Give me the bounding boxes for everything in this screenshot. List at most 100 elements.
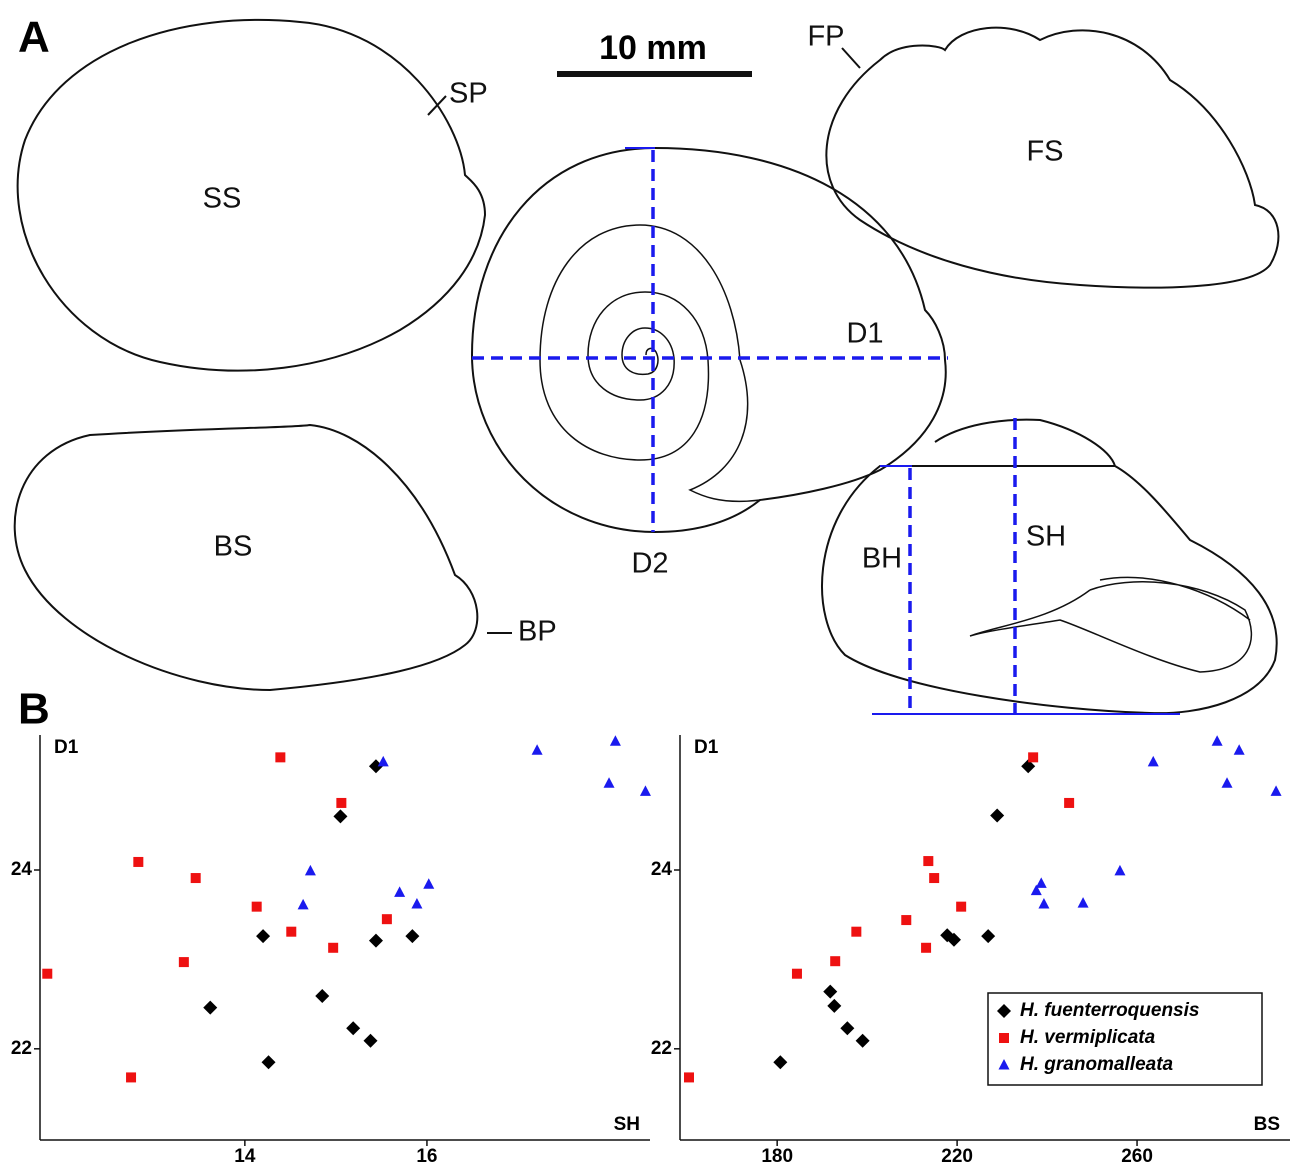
data-point <box>405 929 420 944</box>
data-point <box>1233 744 1245 755</box>
data-point <box>275 752 286 763</box>
shell-outline <box>16 18 487 372</box>
shell-label: BH <box>862 543 902 575</box>
data-point <box>1114 864 1126 876</box>
x-axis-label: SH <box>614 1114 640 1135</box>
data-point <box>368 933 383 948</box>
data-point <box>328 942 339 953</box>
shell-label: BS <box>214 531 253 563</box>
legend-marker <box>999 1033 1009 1043</box>
y-axis-label: D1 <box>54 737 79 758</box>
legend-marker <box>997 1004 1011 1018</box>
data-point <box>1270 785 1282 796</box>
data-point <box>901 915 912 926</box>
x-tick-label: 14 <box>234 1146 256 1166</box>
data-point <box>394 886 406 897</box>
data-point <box>190 873 201 884</box>
shell-label: FS <box>1026 136 1063 168</box>
data-point <box>929 873 940 884</box>
data-point <box>126 1072 137 1083</box>
data-point <box>840 1021 855 1036</box>
data-point <box>603 777 615 788</box>
data-point <box>531 744 543 755</box>
scale-label: 10 mm <box>599 29 707 67</box>
legend-label: H. granomalleata <box>1020 1054 1174 1075</box>
data-point <box>1035 877 1047 888</box>
data-point <box>1211 735 1223 746</box>
data-point <box>639 785 651 796</box>
y-tick-label: 24 <box>651 859 673 880</box>
panel-label: A <box>18 13 50 62</box>
data-point <box>990 808 1005 823</box>
data-point <box>251 901 262 912</box>
data-point <box>827 998 842 1013</box>
data-point <box>791 968 802 979</box>
data-point <box>411 897 423 909</box>
shell-label: D2 <box>631 548 668 580</box>
data-point <box>923 856 934 867</box>
data-point <box>256 929 271 944</box>
data-point <box>981 929 996 944</box>
data-point <box>851 926 862 937</box>
x-tick-label: 16 <box>416 1146 437 1166</box>
data-point <box>1147 755 1159 767</box>
leader-line <box>841 47 861 69</box>
data-point <box>261 1055 276 1070</box>
data-point <box>956 901 967 912</box>
shell-label: SH <box>1026 521 1066 553</box>
shell-outline <box>470 146 947 534</box>
legend-label: H. fuenterroquensis <box>1020 1000 1199 1021</box>
shell-outline <box>825 26 1280 289</box>
data-point <box>377 755 389 767</box>
y-tick-label: 22 <box>651 1038 672 1059</box>
panel-label: B <box>18 685 50 734</box>
data-point <box>423 878 435 889</box>
data-point <box>683 1072 694 1083</box>
leader-line <box>427 95 447 116</box>
y-tick-label: 24 <box>11 859 33 880</box>
data-point <box>1221 777 1233 788</box>
legend-label: H. vermiplicata <box>1020 1027 1156 1048</box>
whorl <box>539 224 761 503</box>
data-point <box>381 914 392 925</box>
shell-label: SS <box>203 183 242 215</box>
legend-box <box>987 992 1263 1086</box>
data-point <box>1021 759 1036 774</box>
shell-outline <box>13 423 479 692</box>
data-point <box>42 968 53 979</box>
x-tick-label: 180 <box>761 1146 793 1166</box>
data-point <box>297 898 309 910</box>
data-point <box>773 1055 788 1070</box>
data-point <box>855 1033 870 1048</box>
data-point <box>336 797 347 808</box>
data-point <box>286 926 297 937</box>
data-point <box>315 989 330 1004</box>
data-point <box>1064 797 1075 808</box>
data-point <box>368 759 383 774</box>
data-point <box>1028 752 1039 763</box>
data-point <box>1030 884 1042 896</box>
data-point <box>1077 897 1089 908</box>
data-point <box>823 984 838 999</box>
data-point <box>304 864 316 876</box>
data-point <box>946 932 961 947</box>
y-tick-label: 22 <box>11 1038 32 1059</box>
data-point <box>1038 897 1050 909</box>
shell-label: D1 <box>846 318 883 350</box>
shell-outline <box>821 418 1278 715</box>
data-point <box>363 1033 378 1048</box>
y-axis-label: D1 <box>694 737 719 758</box>
x-axis-label: BS <box>1254 1114 1280 1135</box>
aperture <box>969 576 1253 673</box>
x-tick-label: 260 <box>1121 1146 1153 1166</box>
data-point <box>830 956 841 967</box>
shell-label: BP <box>518 616 557 648</box>
shell-label: SP <box>449 78 488 110</box>
data-point <box>178 957 189 968</box>
data-point <box>346 1021 361 1036</box>
data-point <box>609 735 621 746</box>
data-point <box>133 856 144 867</box>
data-point <box>333 809 348 824</box>
data-point <box>203 1000 218 1015</box>
